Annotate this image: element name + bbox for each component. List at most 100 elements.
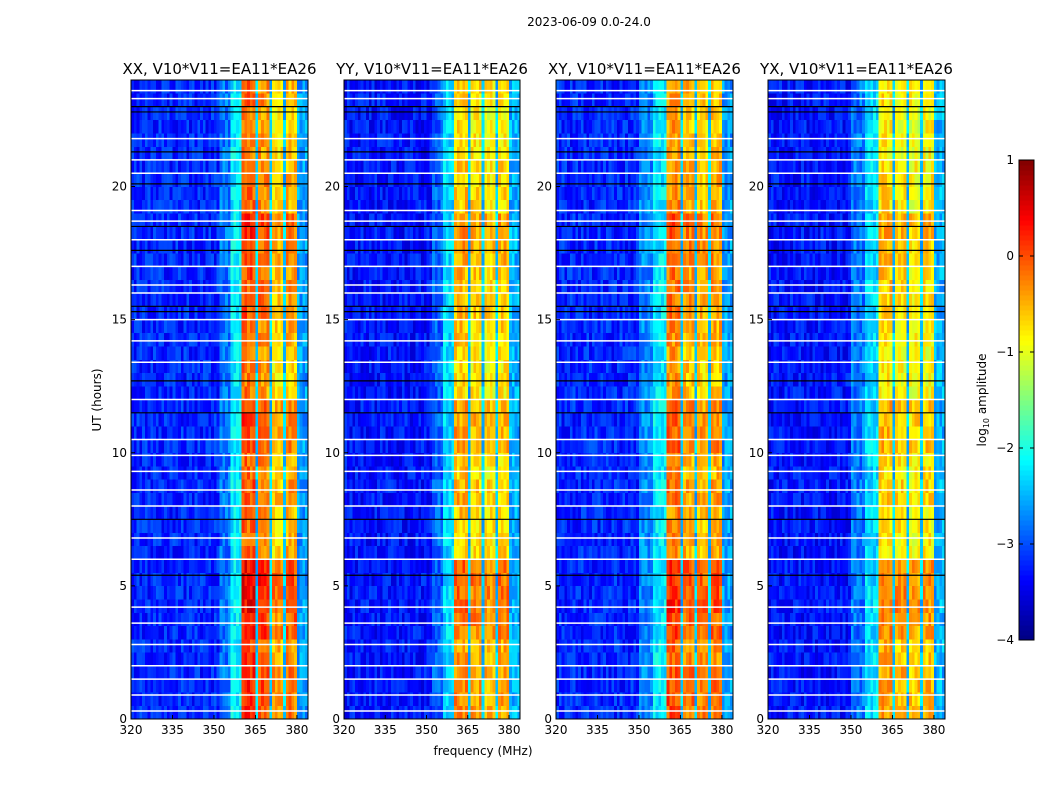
heatmap-cell (388, 599, 392, 613)
heatmap-cell (280, 639, 284, 653)
heatmap-cell (294, 439, 298, 454)
heatmap-cell (495, 559, 499, 573)
heatmap-cell (150, 665, 154, 680)
heatmap-cell (352, 519, 356, 533)
heatmap-cell (197, 399, 201, 414)
heatmap-cell (346, 705, 350, 720)
heatmap-cell (227, 585, 231, 600)
heatmap-cell (200, 492, 204, 507)
heatmap-cell (258, 652, 262, 667)
heatmap-cell (506, 559, 510, 573)
heatmap-cell (296, 452, 301, 467)
heatmap-cell (489, 346, 493, 360)
heatmap-cell (393, 346, 397, 360)
heatmap-cell (495, 612, 499, 627)
heatmap-cell (426, 412, 430, 427)
heatmap-cell (432, 639, 436, 653)
heatmap-cell (169, 359, 173, 374)
heatmap-cell (161, 492, 165, 507)
heatmap-cell (492, 519, 496, 533)
heatmap-cell (305, 506, 309, 520)
heatmap-cell (155, 319, 159, 334)
heatmap-cell (244, 386, 248, 400)
heatmap-cell (208, 559, 212, 573)
heatmap-cell (266, 93, 270, 107)
heatmap-cell (377, 585, 381, 600)
heatmap-cell (216, 293, 220, 307)
heatmap-cell (288, 532, 292, 547)
heatmap-cell (291, 133, 295, 147)
heatmap-cell (484, 692, 488, 706)
heatmap-cell (445, 506, 449, 520)
heatmap-cell (459, 346, 463, 360)
heatmap-cell (396, 466, 400, 480)
heatmap-cell (418, 679, 422, 693)
heatmap-cell (374, 692, 378, 706)
heatmap-cell (484, 359, 488, 374)
heatmap-cell (155, 146, 159, 161)
heatmap-cell (511, 652, 515, 667)
heatmap-cell (462, 372, 466, 387)
heatmap-cell (476, 532, 480, 547)
heatmap-cell (216, 146, 220, 161)
heatmap-cell (142, 119, 146, 134)
heatmap-cell (236, 319, 240, 334)
heatmap-cell (164, 199, 168, 214)
heatmap-cell (390, 705, 394, 720)
heatmap-cell (258, 625, 262, 640)
heatmap-cell (169, 106, 173, 121)
heatmap-cell (426, 532, 430, 547)
heatmap-cell (291, 93, 295, 107)
heatmap-cell (296, 253, 301, 267)
heatmap-cell (208, 639, 212, 653)
heatmap-cell (144, 399, 148, 414)
heatmap-cell (150, 173, 154, 187)
heatmap-cell (277, 625, 281, 640)
heatmap-cell (260, 439, 265, 454)
heatmap-cell (133, 479, 137, 493)
heatmap-cell (487, 426, 491, 440)
heatmap-cell (183, 253, 187, 267)
heatmap-cell (481, 705, 485, 720)
heatmap-cell (407, 346, 411, 360)
heatmap-cell (230, 399, 234, 414)
heatmap-cell (260, 452, 265, 467)
heatmap-cell (153, 266, 157, 280)
heatmap-cell (349, 332, 353, 347)
heatmap-cell (172, 439, 176, 454)
heatmap-cell (288, 466, 292, 480)
heatmap-cell (142, 386, 146, 400)
heatmap-cell (470, 665, 474, 680)
heatmap-cell (260, 399, 265, 414)
heatmap-cell (476, 412, 480, 427)
heatmap-cell (280, 372, 284, 387)
heatmap-cell (305, 492, 309, 507)
heatmap-cell (352, 652, 356, 667)
heatmap-cell (263, 159, 267, 174)
heatmap-cell (252, 226, 256, 241)
heatmap-cell (484, 705, 488, 720)
heatmap-cell (388, 692, 392, 706)
heatmap-cell (139, 266, 143, 280)
heatmap-cell (478, 332, 482, 347)
heatmap-cell (509, 506, 513, 520)
heatmap-cell (272, 332, 276, 347)
heatmap-cell (388, 652, 392, 667)
heatmap-cell (172, 412, 176, 427)
heatmap-cell (142, 585, 146, 600)
heatmap-cell (415, 625, 419, 640)
heatmap-cell (136, 532, 140, 547)
heatmap-cell (211, 186, 215, 201)
heatmap-cell (390, 359, 394, 374)
heatmap-cell (302, 665, 306, 680)
heatmap-cell (288, 266, 292, 280)
heatmap-cell (288, 386, 292, 400)
heatmap-cell (225, 253, 229, 267)
heatmap-cell (500, 506, 504, 520)
heatmap-cell (454, 452, 458, 467)
heatmap-cell (180, 359, 184, 374)
heatmap-cell (305, 652, 309, 667)
heatmap-cell (393, 426, 397, 440)
heatmap-cell (462, 399, 466, 414)
heatmap-cell (377, 439, 381, 454)
